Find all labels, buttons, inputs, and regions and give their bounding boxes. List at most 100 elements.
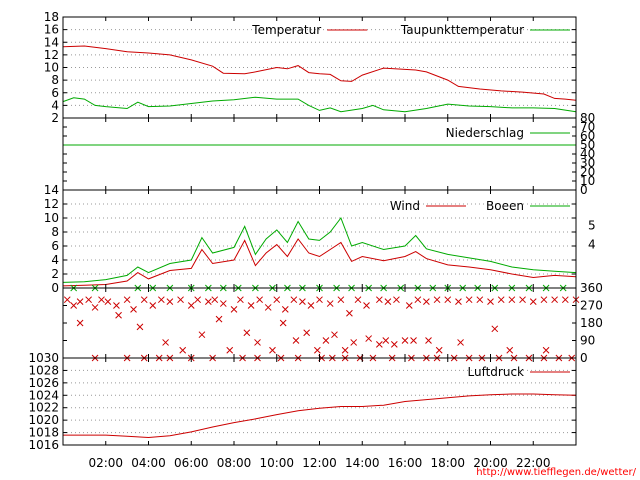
y-tick-label: 1020: [28, 413, 59, 427]
y-tick-label: 0: [580, 183, 588, 197]
temperature-series-line: [62, 45, 577, 101]
footer-url: http://www.tiefflegen.de/wetter/: [476, 467, 636, 478]
y-tick-label: 1028: [28, 363, 59, 377]
direction-point: [198, 331, 206, 339]
y-tick-label: 16: [44, 23, 59, 37]
direction-point: [382, 337, 390, 344]
direction-point: [157, 296, 165, 304]
right-tick-label: 5: [588, 219, 596, 233]
direction-point: [76, 298, 84, 305]
y-tick-label: 270: [580, 299, 603, 313]
legend-label: Luftdruck: [467, 365, 524, 379]
y-tick-label: 360: [580, 281, 603, 295]
direction-point: [243, 329, 251, 337]
y-tick-label: 10: [580, 174, 595, 188]
y-tick-label: 8: [51, 225, 59, 239]
legend-label: Taupunkttemperatur: [400, 23, 524, 37]
y-tick-label: 0: [51, 281, 59, 295]
direction-point: [561, 296, 569, 304]
direction-point: [322, 337, 330, 344]
direction-point: [508, 296, 516, 304]
direction-point: [204, 298, 212, 305]
direction-point: [115, 311, 122, 319]
direction-point: [230, 306, 238, 313]
direction-point: [254, 339, 261, 346]
y-tick-label: 10: [44, 61, 59, 75]
direction-point: [292, 337, 300, 344]
direction-point: [303, 329, 311, 337]
y-tick-label: 20: [580, 165, 595, 179]
direction-point: [401, 337, 409, 344]
direction-point: [130, 306, 137, 313]
direction-point: [166, 298, 174, 305]
y-tick-label: 80: [580, 111, 595, 125]
direction-point: [337, 296, 345, 304]
x-tick-label: 20:00: [473, 456, 508, 470]
direction-point: [85, 296, 93, 304]
direction-point: [316, 296, 323, 304]
direction-point: [264, 304, 272, 311]
direction-point: [363, 302, 370, 309]
direction-point: [405, 302, 413, 309]
legend-label: Temperatur: [251, 23, 321, 37]
y-tick-label: 70: [580, 120, 595, 134]
legend-label: Niederschlag: [446, 126, 524, 140]
direction-point: [390, 341, 398, 348]
direction-point: [551, 296, 558, 304]
direction-point: [91, 304, 99, 311]
y-tick-label: 14: [44, 35, 59, 49]
temperature-series-line: [62, 96, 577, 113]
y-tick-label: 1016: [28, 438, 59, 452]
direction-point: [540, 296, 548, 304]
right-tick-label: 4: [588, 238, 596, 252]
direction-point: [314, 346, 321, 354]
y-tick-label: 0: [580, 351, 588, 365]
y-tick-label: 1018: [28, 426, 59, 440]
direction-point: [113, 302, 120, 309]
x-tick-label: 16:00: [388, 456, 423, 470]
y-tick-label: 12: [44, 48, 59, 62]
direction-point: [326, 300, 334, 307]
y-tick-label: 1022: [28, 401, 59, 415]
direction-point: [162, 339, 169, 346]
wind-direction-series: [63, 296, 580, 362]
direction-point: [529, 298, 537, 305]
y-tick-label: 2: [51, 267, 59, 281]
direction-point: [123, 296, 131, 304]
direction-point: [149, 302, 157, 309]
direction-point: [215, 315, 223, 323]
x-tick-label: 12:00: [302, 456, 337, 470]
legend-label: Wind: [390, 199, 420, 213]
direction-point: [104, 298, 112, 305]
direction-point: [76, 319, 84, 327]
direction-point: [491, 325, 499, 333]
direction-point: [273, 296, 281, 304]
direction-point: [256, 296, 264, 304]
direction-point: [425, 337, 432, 344]
direction-point: [269, 346, 276, 354]
direction-point: [177, 296, 184, 304]
x-tick-label: 10:00: [259, 456, 294, 470]
y-tick-label: 40: [580, 147, 595, 161]
y-tick-label: 14: [44, 183, 59, 197]
direction-point: [476, 296, 484, 304]
wind-series-line: [62, 238, 577, 287]
direction-point: [384, 298, 392, 305]
direction-point: [290, 296, 298, 304]
y-tick-label: 4: [51, 253, 59, 267]
y-tick-label: 6: [51, 86, 59, 100]
direction-point: [98, 296, 105, 304]
y-tick-label: 30: [580, 156, 595, 170]
y-tick-label: 2: [51, 111, 59, 125]
direction-point: [350, 339, 358, 346]
direction-point: [194, 296, 202, 304]
x-tick-label: 22:00: [516, 456, 551, 470]
direction-point: [281, 306, 289, 313]
direction-point: [187, 302, 195, 309]
direction-point: [219, 300, 227, 307]
direction-point: [179, 346, 187, 354]
